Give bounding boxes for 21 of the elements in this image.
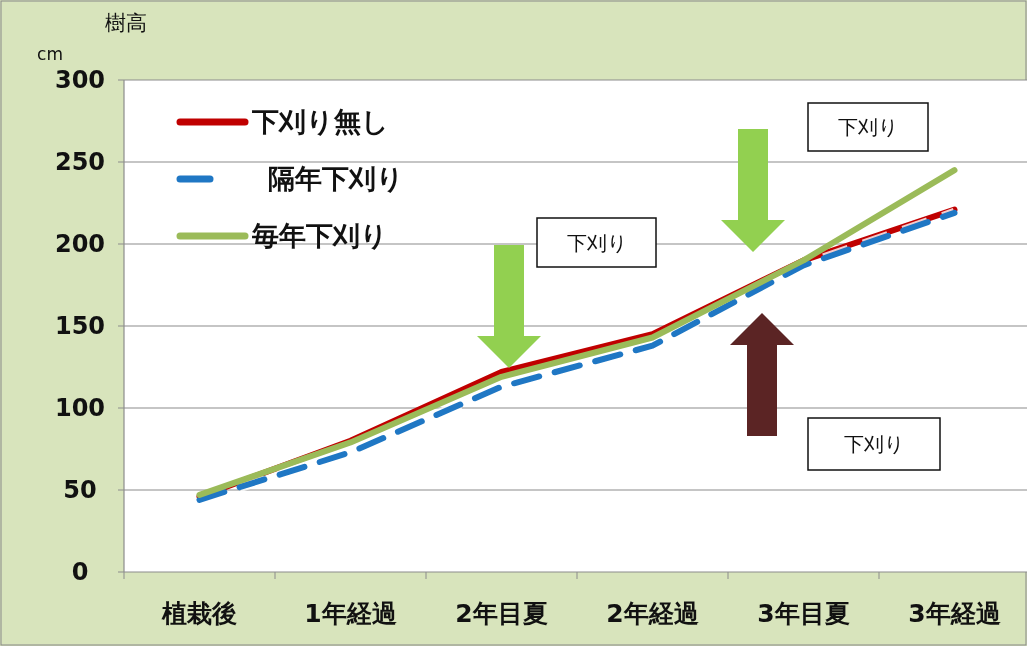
legend-label: 毎年下刈り (251, 220, 388, 251)
y-tick-label: 300 (54, 66, 106, 94)
legend-label: 下刈り無し (251, 106, 389, 137)
y-tick-label: 200 (54, 230, 106, 258)
y-axis-title: 樹高 (105, 11, 147, 35)
y-tick-label: 100 (54, 394, 106, 422)
y-tick-label: 0 (71, 558, 89, 586)
x-tick-label: 2年目夏 (455, 599, 548, 628)
x-tick-label: 3年経過 (908, 599, 1001, 628)
y-tick-label: 50 (63, 476, 97, 504)
x-tick-label: 2年経過 (606, 599, 699, 628)
x-tick-label: 1年経過 (304, 599, 397, 628)
x-tick-label: 植栽後 (161, 599, 237, 628)
text: cm (37, 44, 63, 64)
y-tick-label: 150 (54, 312, 106, 340)
annotation: 下刈り (838, 115, 898, 139)
y-tick-label: 250 (54, 148, 106, 176)
annotation: 下刈り (566, 230, 627, 255)
annotation: 下刈り (844, 432, 904, 456)
x-tick-label: 3年目夏 (757, 599, 850, 628)
legend-label: 隔年下刈り (268, 163, 404, 194)
